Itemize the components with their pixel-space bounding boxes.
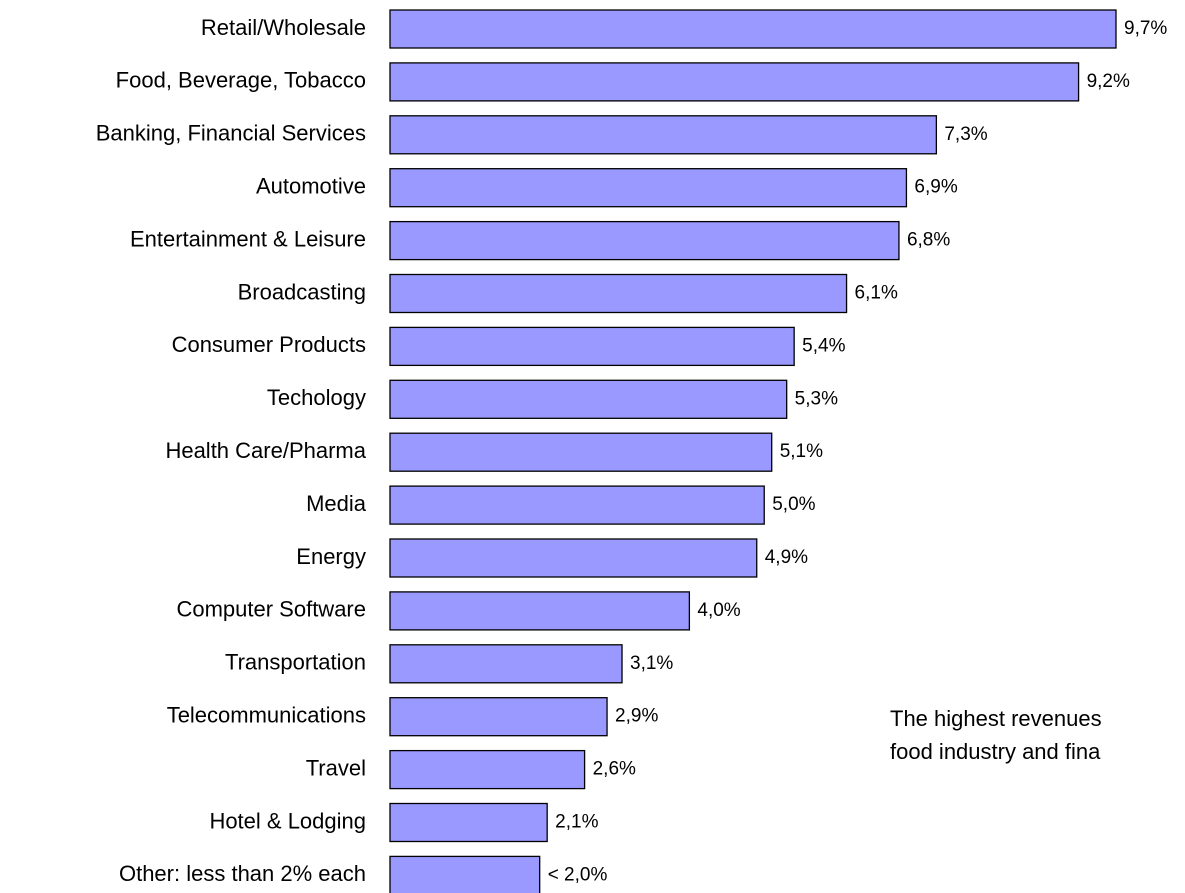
value-label: 5,4% [802,335,845,356]
bar [389,591,691,631]
value-label: 4,0% [697,600,740,621]
bar [389,115,938,155]
value-label: 9,7% [1124,18,1167,39]
category-label: Transportation [225,650,366,675]
value-label: 2,1% [555,812,598,833]
bar [389,749,586,790]
category-label: Entertainment & Leisure [130,226,366,251]
bar [389,273,848,314]
value-label: 2,6% [593,759,636,780]
value-label: 3,1% [630,653,673,674]
bar [389,9,1117,49]
bar [389,432,773,472]
value-label: 6,9% [914,177,957,198]
category-label: Automotive [256,174,366,199]
value-label: 5,0% [772,494,815,515]
category-label: Energy [296,544,366,569]
value-label: 9,2% [1087,71,1130,92]
category-label: Consumer Products [172,332,366,357]
category-label: Health Care/Pharma [165,438,366,463]
category-label: Banking, Financial Services [96,121,366,146]
category-label: Travel [306,755,366,780]
category-label: Computer Software [176,597,366,622]
bar [389,538,758,578]
bar [389,644,623,684]
bar [389,168,908,208]
category-label: Telecommunications [167,703,366,728]
value-label: 6,1% [855,283,898,304]
bar [389,697,608,737]
value-label: 2,9% [615,706,658,727]
category-label: Food, Beverage, Tobacco [116,68,366,93]
value-label: 5,1% [780,441,823,462]
category-label: Retail/Wholesale [201,15,366,40]
value-label: < 2,0% [548,864,608,885]
value-label: 7,3% [944,124,987,145]
annotation: The highest revenues [890,706,1102,731]
bar [389,379,788,419]
bar [389,326,795,367]
annotation: food industry and fina [890,739,1101,764]
category-label: Broadcasting [238,279,366,304]
bar [389,802,548,843]
category-label: Other: less than 2% each [119,861,366,886]
value-label: 6,8% [907,230,950,251]
bar [389,855,541,893]
category-label: Techology [267,385,366,410]
value-label: 5,3% [795,388,838,409]
value-label: 4,9% [765,547,808,568]
category-label: Media [306,491,367,516]
bar [389,220,900,261]
bar [389,485,765,525]
category-label: Hotel & Lodging [209,808,366,833]
bar [389,62,1080,102]
